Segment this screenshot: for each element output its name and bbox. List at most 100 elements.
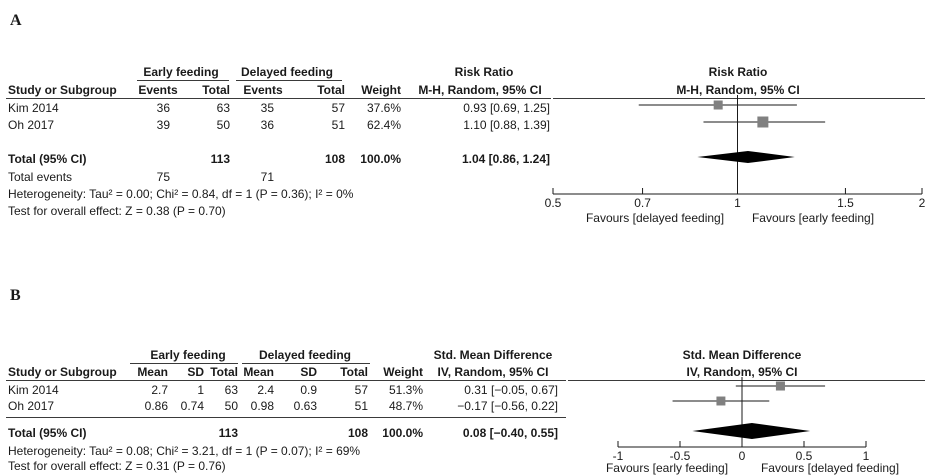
events2-cell: 71 [260,170,274,184]
sd1-cell: 1 [197,383,204,397]
total2-cell: 51 [331,118,345,132]
events1-cell: 36 [156,101,170,115]
mean2-cell: 2.4 [257,383,274,397]
study-name: Oh 2017 [8,399,55,413]
ci-cell: 1.10 [0.88, 1.39] [463,118,550,132]
x-tick-label: 2 [919,196,925,210]
group1-underline [137,80,229,81]
total2-header: Total [340,365,368,379]
effect-title: Risk Ratio [454,65,514,79]
effect-method-header: M-H, Random, 95% CI [418,83,542,97]
total-label: Total (95% CI) [8,426,87,440]
pooled-diamond [697,151,795,163]
weight-header: Weight [383,365,423,379]
study-name: Oh 2017 [8,118,55,132]
study-point-estimate [716,396,726,406]
total2-cell: 108 [324,152,345,166]
plot-method-header: M-H, Random, 95% CI [676,83,800,97]
table-header-rule [6,98,551,99]
mean2-cell: 0.98 [250,399,274,413]
ci-cell: 0.31 [−0.05, 0.67] [464,383,558,397]
study-point-estimate [713,100,723,110]
sd2-cell: 0.63 [293,399,317,413]
total-label: Total (95% CI) [8,152,87,166]
panel-b-letter: B [10,287,21,304]
study-name: Kim 2014 [8,101,59,115]
group1-header: Early feeding [143,65,219,79]
panel-a-letter: A [10,12,22,29]
mean1-header: Mean [137,365,168,379]
study-point-estimate [757,116,769,128]
weight-cell: 37.6% [366,101,401,115]
overall-effect-text: Test for overall effect: Z = 0.38 (P = 0… [8,204,226,218]
total1-header: Total [202,83,230,97]
group2-underline [236,80,342,81]
weight-cell: 100.0% [382,426,423,440]
total2-cell: 51 [354,399,368,413]
table-header-rule [6,380,566,381]
pooled-diamond [692,423,811,439]
ci-cell: 0.08 [−0.40, 0.55] [462,426,558,440]
sd2-header: SD [300,365,317,379]
heterogeneity-text: Heterogeneity: Tau² = 0.08; Chi² = 3.21,… [8,444,361,458]
ci-cell: 1.04 [0.86, 1.24] [461,152,550,166]
total1-cell: 63 [224,383,238,397]
group2-underline [242,363,370,364]
plot-method-header: IV, Random, 95% CI [686,365,798,379]
x-tick-label: 0 [739,449,746,463]
events1-cell: 75 [156,170,170,184]
ci-cell: −0.17 [−0.56, 0.22] [457,399,558,413]
x-tick-label: 0.5 [796,449,813,463]
total1-cell: 50 [216,118,230,132]
effect-method-header: IV, Random, 95% CI [437,365,549,379]
total2-cell: 57 [331,101,345,115]
sd1-cell: 0.74 [180,399,204,413]
study-point-estimate [775,381,785,391]
x-tick-label: 1.5 [837,196,854,210]
total2-cell: 108 [347,426,368,440]
x-tick-label: -0.5 [670,449,691,463]
total1-cell: 113 [210,152,230,166]
favours-left-label: Favours [delayed feeding] [585,211,725,225]
total1-cell: 63 [216,101,230,115]
group1-header: Early feeding [150,348,226,362]
group1-underline [130,363,238,364]
weight-cell: 100.0% [360,152,401,166]
x-tick-label: 1 [734,196,741,210]
weight-cell: 51.3% [388,383,423,397]
mean1-cell: 0.86 [144,399,168,413]
events1-cell: 39 [156,118,170,132]
weight-cell: 62.4% [366,118,401,132]
table-body-rule [6,417,566,418]
total2-header: Total [317,83,345,97]
plot-header-rule [553,98,925,99]
events2-cell: 35 [260,101,274,115]
sd1-header: SD [187,365,204,379]
x-tick-label: 0.7 [634,196,651,210]
total1-cell: 50 [224,399,238,413]
mean2-header: Mean [243,365,274,379]
favours-left-label: Favours [early feeding] [605,461,729,475]
study-name: Kim 2014 [8,383,59,397]
overall-effect-text: Test for overall effect: Z = 0.31 (P = 0… [8,459,226,473]
sd2-cell: 0.9 [300,383,317,397]
group2-header: Delayed feeding [258,348,352,362]
events2-header: Events [243,83,283,97]
events2-cell: 36 [260,118,274,132]
plot-title: Risk Ratio [708,65,768,79]
x-tick-label: -1 [613,449,624,463]
plot-title: Std. Mean Difference [682,348,802,362]
study-header: Study or Subgroup [8,365,117,379]
total1-cell: 113 [218,426,238,440]
plot-header-rule [568,380,925,381]
events1-header: Events [138,83,178,97]
mean1-cell: 2.7 [151,383,168,397]
effect-title: Std. Mean Difference [433,348,553,362]
favours-right-label: Favours [early feeding] [751,211,875,225]
study-header: Study or Subgroup [8,83,117,97]
weight-cell: 48.7% [388,399,423,413]
group2-header: Delayed feeding [240,65,334,79]
favours-right-label: Favours [delayed feeding] [760,461,900,475]
